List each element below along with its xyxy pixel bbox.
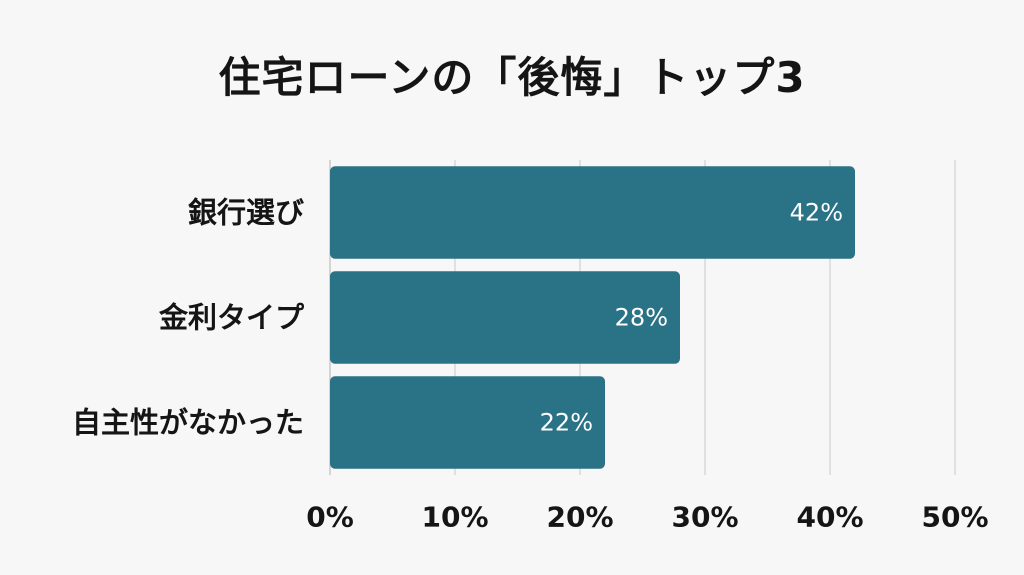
x-tick-label: 30% bbox=[671, 501, 738, 534]
data-label: 28% bbox=[615, 304, 668, 332]
category-label: 自主性がなかった bbox=[72, 406, 304, 440]
bar bbox=[330, 166, 855, 259]
bar bbox=[330, 271, 680, 364]
x-tick-label: 40% bbox=[796, 501, 863, 534]
data-label: 42% bbox=[790, 199, 843, 227]
chart-title: 住宅ローンの「後悔」トップ3 bbox=[218, 53, 806, 102]
x-tick-label: 10% bbox=[421, 501, 488, 534]
category-label: 銀行選び bbox=[188, 196, 304, 230]
x-tick-label: 0% bbox=[306, 501, 354, 534]
x-tick-label: 50% bbox=[921, 501, 988, 534]
category-label: 金利タイプ bbox=[158, 301, 305, 335]
data-label: 22% bbox=[540, 409, 593, 437]
x-tick-label: 20% bbox=[546, 501, 613, 534]
bar bbox=[330, 376, 605, 469]
